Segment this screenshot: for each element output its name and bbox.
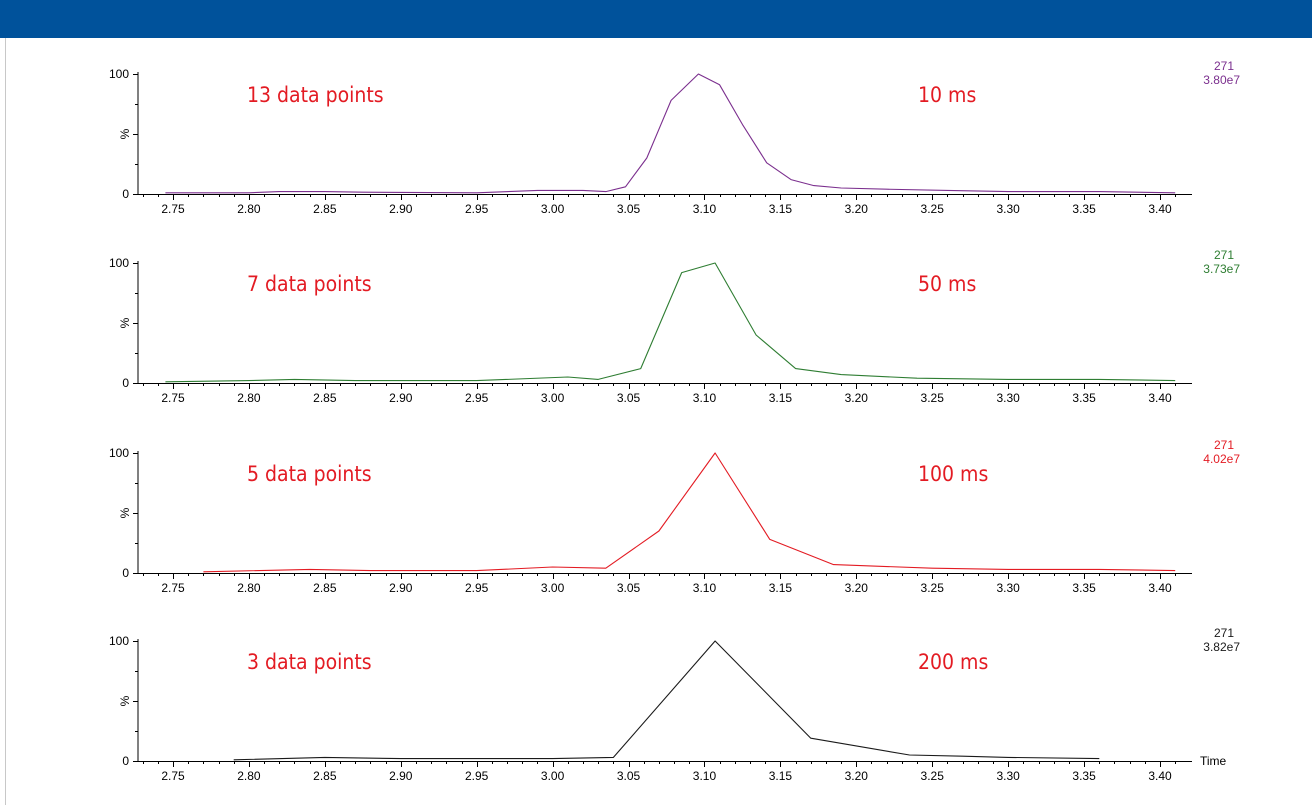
- x-tick-label: 3.35: [1072, 391, 1096, 405]
- x-tick-label: 2.85: [313, 391, 337, 405]
- x-tick-label: 3.20: [845, 202, 869, 216]
- corner-mass-label: 271: [1214, 438, 1234, 452]
- top-banner: [0, 0, 1312, 38]
- y-tick-label: 0: [122, 566, 129, 580]
- chromatogram-panel-3: 100% 0 2.75 2.80 2.85 2.90 2.95 3.00 3.05 3.10 3.1…: [109, 438, 1240, 595]
- left-border: [5, 38, 6, 805]
- y-tick-label: %: [118, 507, 132, 518]
- data-points-annotation: 5 data points: [247, 462, 372, 486]
- y-tick-label: %: [118, 695, 132, 706]
- x-tick-label: 3.15: [769, 769, 793, 783]
- chromatogram-panel-1: 100% 0 2.75 2.80 2.85 2.90 2.95 3.00 3.05 3.10 3.1…: [109, 59, 1240, 216]
- y-tick-label: %: [118, 128, 132, 139]
- x-tick-label: 3.10: [693, 391, 717, 405]
- x-tick-label: 2.75: [161, 202, 185, 216]
- data-points-annotation: 13 data points: [247, 83, 384, 107]
- x-tick-label: 2.95: [465, 769, 489, 783]
- x-tick-label: 3.05: [617, 769, 641, 783]
- dwell-time-annotation: 200 ms: [918, 650, 988, 674]
- chromatogram-trace: [233, 640, 1100, 761]
- y-tick-label: 100: [109, 67, 129, 81]
- x-tick-label: 3.25: [921, 202, 945, 216]
- data-points-annotation: 3 data points: [247, 650, 372, 674]
- chromatogram-panel-4: 100% 0 2.75 2.80 2.85 2.90 2.95 3.00 3.05 3.10 3.1…: [109, 626, 1240, 783]
- corner-intensity-label: 3.73e7: [1203, 262, 1240, 276]
- x-tick-label: 3.40: [1148, 581, 1172, 595]
- x-tick-label: 3.00: [541, 391, 565, 405]
- x-tick-label: 2.75: [161, 581, 185, 595]
- x-tick-label: 3.25: [921, 581, 945, 595]
- data-points-annotation: 7 data points: [247, 272, 372, 296]
- x-tick-label: 3.30: [996, 391, 1020, 405]
- x-tick-label: 3.30: [996, 769, 1020, 783]
- x-tick-label: 3.25: [921, 391, 945, 405]
- x-tick-label: 3.00: [541, 581, 565, 595]
- x-tick-label: 3.10: [693, 202, 717, 216]
- x-tick-label: 3.20: [845, 769, 869, 783]
- y-tick-label: 100: [109, 634, 129, 648]
- x-tick-label: 3.40: [1148, 202, 1172, 216]
- x-tick-label: 3.05: [617, 581, 641, 595]
- dwell-time-annotation: 100 ms: [918, 462, 988, 486]
- x-tick-label: 2.80: [237, 581, 261, 595]
- corner-intensity-label: 4.02e7: [1203, 452, 1240, 466]
- x-tick-label: 3.20: [845, 581, 869, 595]
- corner-mass-label: 271: [1214, 59, 1234, 73]
- x-tick-label: 2.95: [465, 391, 489, 405]
- x-tick-label: 3.30: [996, 581, 1020, 595]
- x-tick-label: 2.90: [389, 581, 413, 595]
- y-tick-label: 0: [122, 754, 129, 768]
- corner-intensity-label: 3.82e7: [1203, 640, 1240, 654]
- dwell-time-annotation: 10 ms: [918, 83, 976, 107]
- x-tick-label: 3.40: [1148, 391, 1172, 405]
- dwell-time-annotation: 50 ms: [918, 272, 976, 296]
- corner-mass-label: 271: [1214, 626, 1234, 640]
- x-tick-label: 3.15: [769, 391, 793, 405]
- x-tick-label: 2.75: [161, 391, 185, 405]
- x-axis-label: Time: [1200, 754, 1227, 768]
- chromatogram-trace: [165, 73, 1176, 194]
- x-tick-label: 2.80: [237, 202, 261, 216]
- y-tick-label: 100: [109, 446, 129, 460]
- chromatogram-trace: [203, 452, 1176, 573]
- x-tick-label: 3.00: [541, 202, 565, 216]
- y-tick-label: %: [118, 317, 132, 328]
- x-tick-label: 3.30: [996, 202, 1020, 216]
- x-tick-label: 2.85: [313, 769, 337, 783]
- x-tick-label: 2.80: [237, 391, 261, 405]
- x-tick-label: 3.05: [617, 391, 641, 405]
- x-tick-label: 2.90: [389, 391, 413, 405]
- x-tick-label: 3.25: [921, 769, 945, 783]
- x-tick-label: 3.15: [769, 202, 793, 216]
- x-tick-label: 3.35: [1072, 581, 1096, 595]
- y-tick-label: 0: [122, 187, 129, 201]
- x-tick-label: 2.85: [313, 202, 337, 216]
- x-tick-label: 3.00: [541, 769, 565, 783]
- x-tick-label: 3.35: [1072, 769, 1096, 783]
- x-tick-label: 3.20: [845, 391, 869, 405]
- x-tick-label: 2.90: [389, 769, 413, 783]
- chromatogram-panel-2: 100% 0 2.75 2.80 2.85 2.90 2.95 3.00 3.05 3.10 3.1…: [109, 248, 1240, 405]
- x-tick-label: 2.80: [237, 769, 261, 783]
- x-tick-label: 3.40: [1148, 769, 1172, 783]
- x-tick-label: 3.10: [693, 769, 717, 783]
- x-tick-label: 3.35: [1072, 202, 1096, 216]
- x-tick-label: 2.75: [161, 769, 185, 783]
- x-tick-label: 3.10: [693, 581, 717, 595]
- x-tick-label: 2.85: [313, 581, 337, 595]
- x-tick-label: 3.15: [769, 581, 793, 595]
- x-tick-label: 2.95: [465, 202, 489, 216]
- y-tick-label: 0: [122, 376, 129, 390]
- chromatogram-trace: [165, 262, 1176, 383]
- corner-intensity-label: 3.80e7: [1203, 73, 1240, 87]
- x-tick-label: 2.95: [465, 581, 489, 595]
- x-tick-label: 2.90: [389, 202, 413, 216]
- corner-mass-label: 271: [1214, 248, 1234, 262]
- x-tick-label: 3.05: [617, 202, 641, 216]
- y-tick-label: 100: [109, 256, 129, 270]
